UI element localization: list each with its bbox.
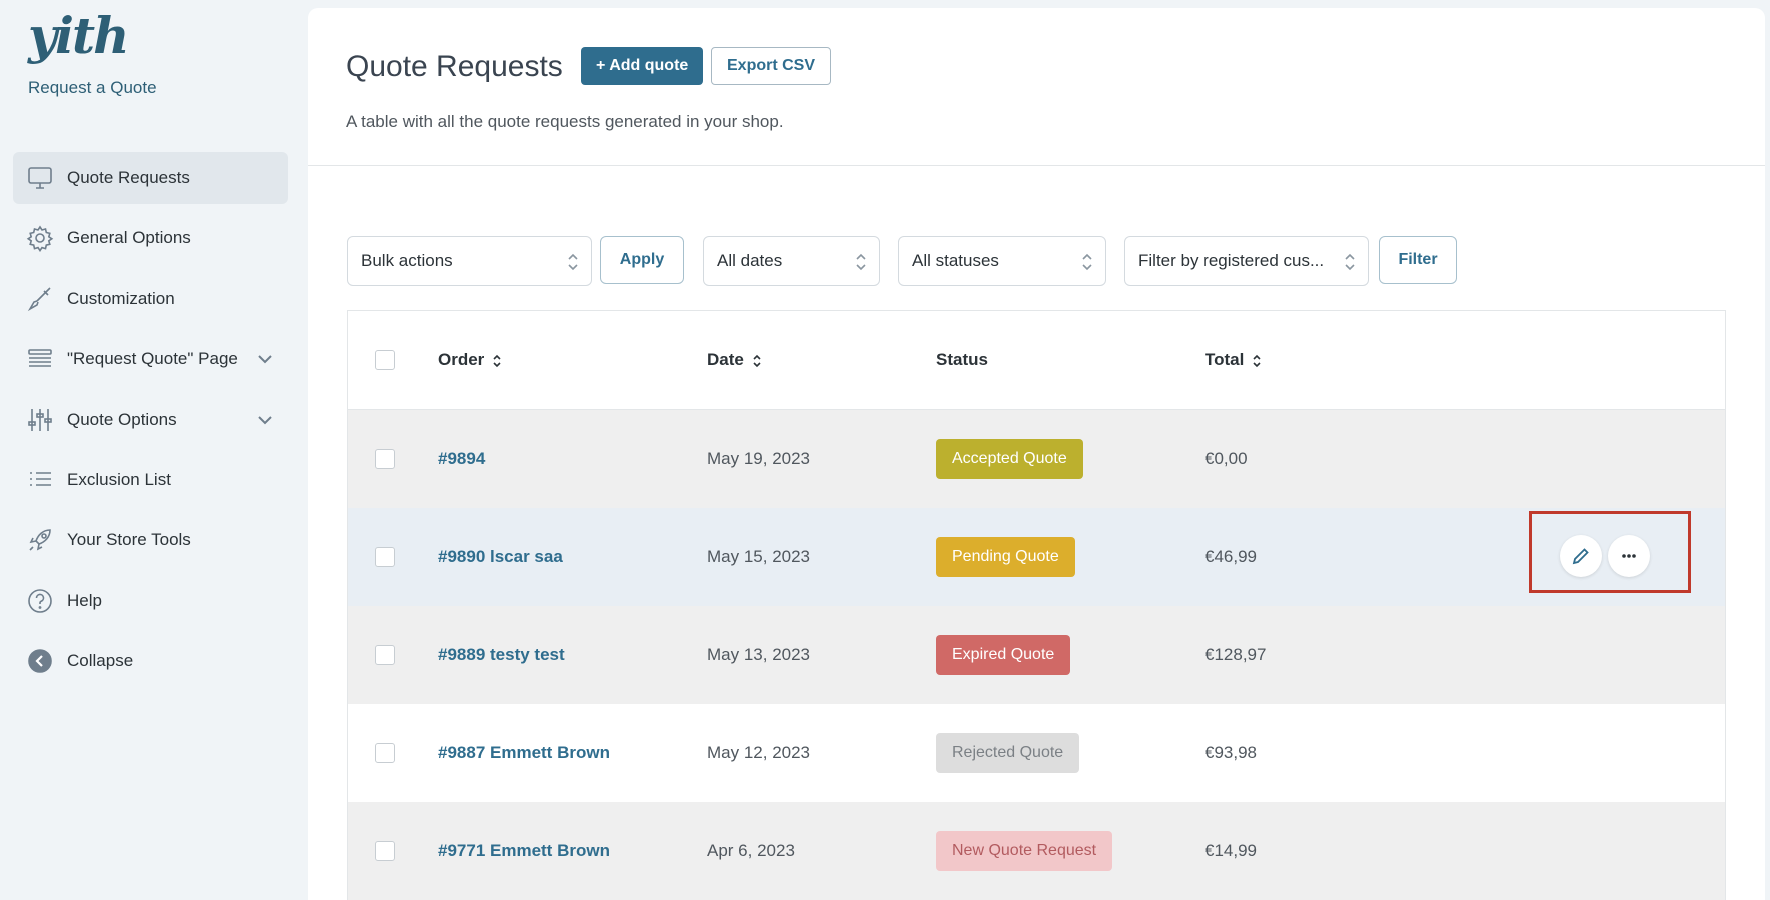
sidebar-item-label: General Options: [67, 228, 191, 248]
status-badge: Pending Quote: [936, 537, 1075, 577]
select-arrows-icon: [1081, 252, 1093, 272]
sort-icon: [752, 353, 762, 368]
row-checkbox[interactable]: [375, 841, 395, 861]
select-arrows-icon: [1344, 252, 1356, 272]
plugin-name: Request a Quote: [28, 78, 157, 97]
table-row[interactable]: #9894 May 19, 2023 Accepted Quote €0,00: [348, 410, 1725, 508]
bulk-actions-value: Bulk actions: [361, 251, 453, 270]
sidebar-item-collapse[interactable]: Collapse: [13, 635, 288, 687]
order-date: May 13, 2023: [707, 645, 811, 664]
more-actions-button[interactable]: [1608, 535, 1650, 577]
sidebar-nav: Quote Requests General Options Customiza…: [13, 152, 288, 696]
select-arrows-icon: [855, 252, 867, 272]
row-checkbox[interactable]: [375, 449, 395, 469]
order-total: €93,98: [1205, 743, 1257, 762]
bulk-actions-select[interactable]: Bulk actions: [347, 236, 592, 286]
statuses-value: All statuses: [912, 251, 999, 270]
customer-filter-select[interactable]: Filter by registered cus...: [1124, 236, 1369, 286]
quotes-table: Order Date Status Total #9894 May 19, 20…: [347, 310, 1726, 900]
sidebar-item-your-store-tools[interactable]: Your Store Tools: [13, 514, 288, 566]
row-checkbox[interactable]: [375, 743, 395, 763]
table-row[interactable]: #9890 lscar saa May 15, 2023 Pending Quo…: [348, 508, 1725, 606]
add-quote-button[interactable]: + Add quote: [581, 47, 704, 85]
page-header: Quote Requests + Add quote Export CSV A …: [308, 8, 1765, 166]
sidebar-item-label: Exclusion List: [67, 469, 171, 489]
sidebar-item-quote-options[interactable]: Quote Options: [13, 394, 288, 446]
sidebar-item-label: Customization: [67, 288, 175, 308]
order-total: €46,99: [1205, 547, 1257, 566]
gear-icon: [25, 223, 55, 253]
dates-value: All dates: [717, 251, 783, 270]
sort-icon: [1252, 353, 1262, 368]
sidebar-item-label: Quote Requests: [67, 168, 190, 187]
sidebar: yith Request a Quote Quote Requests Gene…: [0, 0, 308, 900]
sliders-icon: [25, 405, 55, 435]
sidebar-item-label: Quote Options: [67, 409, 177, 429]
main-panel: Quote Requests + Add quote Export CSV A …: [308, 8, 1765, 900]
order-link[interactable]: #9890 lscar saa: [438, 547, 563, 566]
sidebar-item-help[interactable]: Help: [13, 575, 288, 627]
sidebar-item-general-options[interactable]: General Options: [13, 212, 288, 264]
order-link[interactable]: #9887 Emmett Brown: [438, 743, 610, 762]
chevron-down-icon[interactable]: [254, 348, 276, 370]
pencil-icon: [1572, 548, 1589, 565]
monitor-icon: [25, 163, 55, 193]
layers-icon: [25, 344, 55, 374]
status-badge: Expired Quote: [936, 635, 1071, 675]
filter-button[interactable]: Filter: [1379, 236, 1457, 284]
select-arrows-icon: [567, 252, 579, 272]
order-total: €0,00: [1205, 449, 1248, 468]
table-row[interactable]: #9771 Emmett Brown Apr 6, 2023 New Quote…: [348, 802, 1725, 900]
table-row[interactable]: #9889 testy test May 13, 2023 Expired Qu…: [348, 606, 1725, 704]
filters-bar: Bulk actions Apply All dates All statuse…: [308, 236, 1765, 286]
list-icon: [25, 465, 55, 495]
page-title: Quote Requests: [346, 50, 563, 83]
order-link[interactable]: #9771 Emmett Brown: [438, 841, 610, 860]
order-link[interactable]: #9894: [438, 449, 486, 468]
select-all-checkbox[interactable]: [375, 350, 395, 370]
sidebar-item-exclusion-list[interactable]: Exclusion List: [13, 454, 288, 506]
collapse-arrow-icon: [25, 646, 55, 676]
order-total: €14,99: [1205, 841, 1257, 860]
status-badge: New Quote Request: [936, 831, 1113, 871]
order-total: €128,97: [1205, 645, 1267, 664]
table-row[interactable]: #9887 Emmett Brown May 12, 2023 Rejected…: [348, 704, 1725, 802]
row-checkbox[interactable]: [375, 547, 395, 567]
status-badge: Rejected Quote: [936, 733, 1080, 773]
statuses-select[interactable]: All statuses: [898, 236, 1106, 286]
order-link[interactable]: #9889 testy test: [438, 645, 565, 664]
yith-logo[interactable]: yith: [28, 6, 129, 65]
sidebar-item-label: Collapse: [67, 651, 134, 671]
column-header-order[interactable]: Order: [438, 350, 707, 370]
help-circle-icon: [25, 586, 55, 616]
more-dots-icon: [1622, 554, 1636, 558]
page-description: A table with all the quote requests gene…: [346, 112, 784, 131]
column-header-date[interactable]: Date: [707, 350, 936, 370]
sidebar-item-label: "Request Quote" Page: [67, 349, 238, 369]
column-header-total[interactable]: Total: [1205, 350, 1405, 370]
rocket-icon: [25, 525, 55, 555]
dates-select[interactable]: All dates: [703, 236, 880, 286]
export-csv-button[interactable]: Export CSV: [711, 47, 832, 85]
sidebar-item-customization[interactable]: Customization: [13, 273, 288, 325]
edit-button[interactable]: [1560, 535, 1602, 577]
customer-filter-value: Filter by registered cus...: [1138, 251, 1325, 270]
brush-icon: [25, 284, 55, 314]
order-date: May 12, 2023: [707, 743, 811, 762]
column-header-status: Status: [936, 350, 988, 369]
table-header: Order Date Status Total: [348, 311, 1725, 410]
row-actions-highlight: [1529, 511, 1691, 593]
chevron-down-icon[interactable]: [254, 409, 276, 431]
order-date: Apr 6, 2023: [707, 841, 795, 860]
sort-icon: [492, 353, 502, 368]
apply-button[interactable]: Apply: [600, 236, 684, 284]
sidebar-item-label: Your Store Tools: [67, 530, 191, 550]
sidebar-item-request-quote-page[interactable]: "Request Quote" Page: [13, 333, 288, 385]
status-badge: Accepted Quote: [936, 439, 1083, 479]
sidebar-item-label: Help: [67, 590, 102, 610]
row-checkbox[interactable]: [375, 645, 395, 665]
order-date: May 15, 2023: [707, 547, 811, 566]
sidebar-item-quote-requests[interactable]: Quote Requests: [13, 152, 288, 204]
order-date: May 19, 2023: [707, 449, 811, 468]
